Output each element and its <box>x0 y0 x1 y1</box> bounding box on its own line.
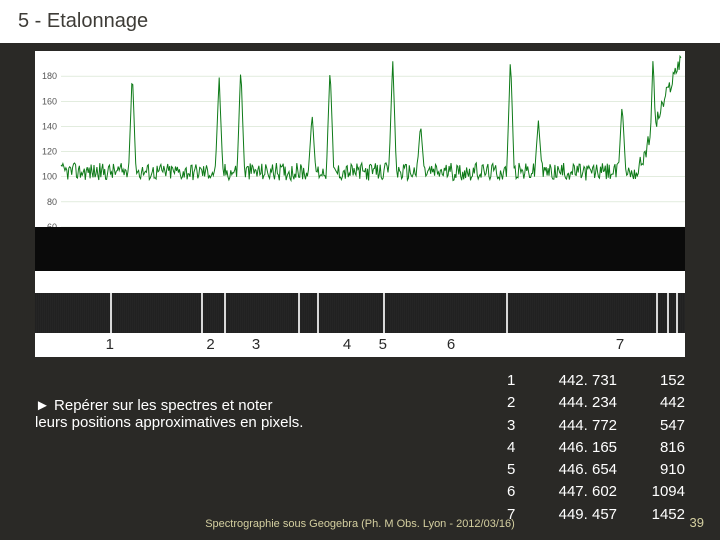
lower-block: ► Repérer sur les spectres et noter leur… <box>0 357 720 525</box>
spectral-line <box>201 293 203 333</box>
svg-text:80: 80 <box>47 197 57 207</box>
note-line-1: ► Repérer sur les spectres et noter <box>35 397 272 414</box>
table-cell-wavelength: 446. 165 <box>537 438 623 458</box>
spectrum-strip <box>35 293 685 333</box>
peak-label: 7 <box>616 336 624 353</box>
spectral-line <box>298 293 300 333</box>
instruction-text: ► Repérer sur les spectres et noter leur… <box>35 371 507 431</box>
table-cell-pixel: 152 <box>627 371 685 391</box>
table-cell-index: 3 <box>507 416 533 436</box>
peak-label: 5 <box>379 336 387 353</box>
table-cell-index: 5 <box>507 460 533 480</box>
spectral-line <box>383 293 385 333</box>
peak-label: 3 <box>252 336 260 353</box>
table-cell-index: 1 <box>507 371 533 391</box>
spectral-line <box>224 293 226 333</box>
spectral-line <box>667 293 669 333</box>
strip-gap <box>35 271 685 293</box>
table-cell-wavelength: 442. 731 <box>537 371 623 391</box>
spectral-line <box>676 293 678 333</box>
table-cell-pixel: 816 <box>627 438 685 458</box>
page-number: 39 <box>690 515 704 530</box>
table-cell-pixel: 547 <box>627 416 685 436</box>
peak-label: 6 <box>447 336 455 353</box>
table-cell-wavelength: 446. 654 <box>537 460 623 480</box>
slide-title: 5 - Etalonnage <box>0 0 720 43</box>
footer-text: Spectrographie sous Geogebra (Ph. M Obs.… <box>0 518 720 530</box>
svg-text:140: 140 <box>42 121 57 131</box>
table-cell-wavelength: 447. 602 <box>537 482 623 502</box>
note-line-2: leurs positions approximatives en pixels… <box>35 414 303 431</box>
table-cell-wavelength: 444. 234 <box>537 393 623 413</box>
table-cell-pixel: 910 <box>627 460 685 480</box>
table-cell-index: 6 <box>507 482 533 502</box>
spectrum-noise <box>35 293 685 333</box>
peak-number-row: 1 2 3 4 5 6 7 <box>35 333 685 357</box>
peak-label: 1 <box>106 336 114 353</box>
svg-text:120: 120 <box>42 147 57 157</box>
svg-text:180: 180 <box>42 71 57 81</box>
table-cell-pixel: 442 <box>627 393 685 413</box>
spectral-line <box>506 293 508 333</box>
spectral-line <box>317 293 319 333</box>
calibration-table: 1442. 731152 2444. 234442 3444. 772547 4446… <box>507 371 685 525</box>
svg-text:60: 60 <box>47 222 57 227</box>
table-cell-index: 2 <box>507 393 533 413</box>
table-cell-index: 4 <box>507 438 533 458</box>
black-strip <box>35 227 685 271</box>
spectral-line <box>110 293 112 333</box>
peak-label: 2 <box>206 336 214 353</box>
spectral-line <box>656 293 658 333</box>
peak-label: 4 <box>343 336 351 353</box>
table-cell-wavelength: 444. 772 <box>537 416 623 436</box>
spectrum-chart: 60 80 100 120 140 160 180 <box>35 51 685 227</box>
table-cell-pixel: 1094 <box>627 482 685 502</box>
svg-text:160: 160 <box>42 96 57 106</box>
svg-text:100: 100 <box>42 172 57 182</box>
